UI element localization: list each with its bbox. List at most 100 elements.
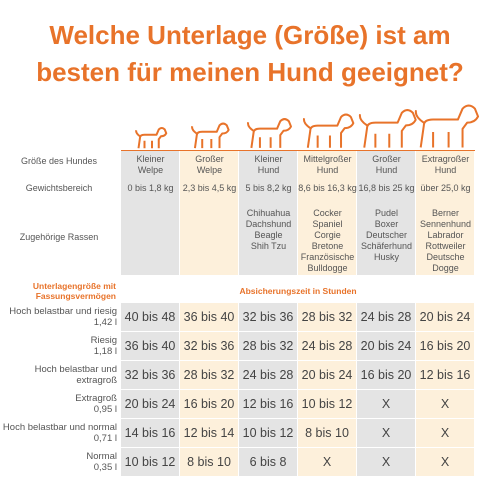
row-label: Extragroß 0,95 l <box>0 386 117 421</box>
cell: 12 bis 14 <box>180 419 238 447</box>
title-line: Welche Unterlage (Größe) ist am <box>49 20 451 50</box>
cell: X <box>416 448 474 476</box>
breed-list: Pudel Boxer Deutscher Schäferhund Husky <box>357 208 416 263</box>
weight: 16,8 bis 25 kg <box>358 183 415 193</box>
row-name: Normal <box>86 450 117 462</box>
row-label: Normal 0,35 l <box>0 444 117 479</box>
breed: Berner Sennenhund <box>419 208 472 229</box>
breed: Boxer <box>374 219 399 229</box>
breed: Deutsche Dogge <box>426 252 465 273</box>
cell: X <box>416 419 474 447</box>
cell: 32 bis 36 <box>121 361 179 389</box>
cell: 6 bis 8 <box>239 448 297 476</box>
size: Kleiner Hund <box>254 154 283 175</box>
cell: 20 bis 24 <box>357 332 415 360</box>
dog-icons <box>135 104 480 149</box>
weight: über 25,0 kg <box>420 183 471 193</box>
breed: Cocker Spaniel <box>312 208 343 229</box>
column-bg <box>121 150 179 275</box>
cell: X <box>357 390 415 418</box>
cell: 40 bis 48 <box>121 303 179 331</box>
cell: X <box>357 419 415 447</box>
dog-icon <box>358 109 417 148</box>
cell: 32 bis 36 <box>180 332 238 360</box>
row-volume: 0,95 l <box>93 403 117 415</box>
row-label: Hoch belastbar und normal 0,71 l <box>0 415 117 450</box>
column-bg <box>357 150 415 275</box>
cell: 16 bis 20 <box>180 390 238 418</box>
dog-icon <box>247 118 292 149</box>
cell: 16 bis 20 <box>357 361 415 389</box>
column-bg <box>239 150 297 275</box>
separator <box>121 150 475 151</box>
breed: Chihuahua <box>246 208 291 218</box>
dog-icon <box>135 127 168 149</box>
cell: 12 bis 16 <box>239 390 297 418</box>
breed: Rottweiler <box>425 241 466 251</box>
cell: 36 bis 40 <box>121 332 179 360</box>
title-line: besten für meinen Hund geeignet? <box>36 57 464 87</box>
size: Kleiner Welpe <box>136 154 165 175</box>
dog-icon <box>414 104 480 148</box>
weight: 5 bis 8,2 kg <box>245 183 292 193</box>
breed: Corgie <box>314 230 341 240</box>
breed: Beagle <box>254 230 283 240</box>
dog-icon <box>191 122 230 149</box>
cell: 10 bis 12 <box>121 448 179 476</box>
breed: Französische Bulldogge <box>300 252 355 273</box>
row-volume: 0,35 l <box>93 461 117 473</box>
size: Mittelgroßer Hund <box>303 154 352 175</box>
row-name: Hoch belastbar und extragroß <box>34 363 117 386</box>
column-bg <box>180 150 238 275</box>
breed: Labrador <box>427 230 464 240</box>
cell: X <box>357 448 415 476</box>
cell: X <box>416 390 474 418</box>
breed: Bretone <box>311 241 344 251</box>
cell: 24 bis 28 <box>239 361 297 389</box>
cell: 8 bis 10 <box>180 448 238 476</box>
size: Extragroßer Hund <box>421 154 470 175</box>
row-name: Hoch belastbar und normal <box>2 421 117 433</box>
breed-list: Cocker Spaniel Corgie Bretone Französische … <box>298 208 357 274</box>
cell: 28 bis 32 <box>298 303 356 331</box>
cell: 8 bis 10 <box>298 419 356 447</box>
row-label: Hoch belastbar und riesig 1,42 l <box>0 299 117 334</box>
weight: 2,3 bis 4,5 kg <box>182 183 237 193</box>
cell: 14 bis 16 <box>121 419 179 447</box>
row-name: Hoch belastbar und riesig <box>9 305 117 317</box>
header-label: Gewichtsbereich <box>25 183 93 193</box>
breed: Dachshund <box>245 219 292 229</box>
cell: 32 bis 36 <box>239 303 297 331</box>
cell: 28 bis 32 <box>180 361 238 389</box>
row-label: Riesig 1,18 l <box>0 328 117 363</box>
header-label: Größe des Hundes <box>20 156 98 166</box>
row-volume: 1,42 l <box>93 316 117 328</box>
cell: 20 bis 24 <box>416 303 474 331</box>
cell: 20 bis 24 <box>298 361 356 389</box>
cell: 10 bis 12 <box>298 390 356 418</box>
size: Großer Hund <box>372 154 401 175</box>
cell: X <box>298 448 356 476</box>
breed-list: Chihuahua Dachshund Beagle Shih Tzu <box>239 208 298 252</box>
breed: Husky <box>373 252 399 262</box>
dog-icon <box>302 113 355 148</box>
row-volume: 0,71 l <box>93 432 117 444</box>
row-header: Unterlagengröße mit Fassungsvermögen <box>32 281 116 301</box>
column-bg <box>298 150 356 275</box>
values-header: Absicherungszeit in Stunden <box>239 286 357 296</box>
cell: 24 bis 28 <box>357 303 415 331</box>
row-name: Riesig <box>90 334 117 346</box>
cell: 20 bis 24 <box>121 390 179 418</box>
weight: 0 bis 1,8 kg <box>127 183 174 193</box>
weight: 8,6 bis 16,3 kg <box>298 183 357 193</box>
header-label: Zugehörige Rassen <box>19 232 99 242</box>
breed: Shih Tzu <box>250 241 287 251</box>
row-volume: 1,18 l <box>93 345 117 357</box>
cell: 10 bis 12 <box>239 419 297 447</box>
row-name: Extragroß <box>75 392 117 404</box>
breed-list: Berner Sennenhund Labrador Rottweiler Deuts… <box>416 208 475 274</box>
column-bg <box>416 150 474 275</box>
size: Großer Welpe <box>195 154 224 175</box>
cell: 28 bis 32 <box>239 332 297 360</box>
